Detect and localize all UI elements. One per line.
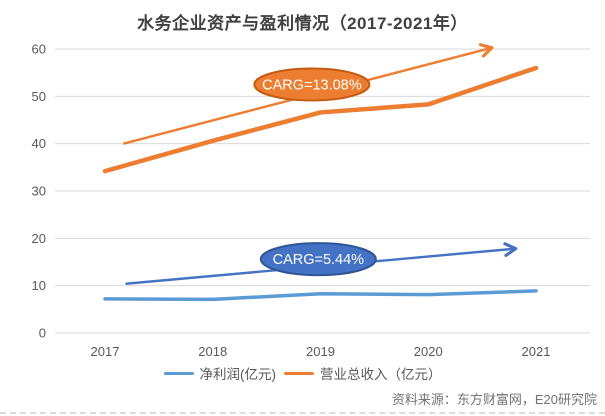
legend-label-revenue: 营业总收入（亿元） [320, 367, 442, 382]
legend-item-revenue: 营业总收入（亿元） [284, 363, 442, 383]
legend: 净利润(亿元) 营业总收入（亿元） [0, 363, 605, 383]
revenue-cagr-bubble [253, 67, 371, 102]
revenue-cagr-bubble-label: CARG=13.08% [262, 78, 362, 94]
y-tick-label-30: 30 [32, 184, 46, 199]
x-tick-label-2018: 2018 [198, 344, 227, 359]
revenue-line-swatch-icon [284, 371, 314, 375]
y-tick-label-10: 10 [32, 278, 46, 293]
source-note: 资料来源：东方财富网，E20研究院 [391, 392, 597, 407]
y-tick-label-60: 60 [32, 42, 46, 57]
chart-title: 水务企业资产与盈利情况（2017-2021年） [137, 14, 468, 33]
profit-cagr-bubble [259, 242, 377, 277]
x-tick-label-2021: 2021 [522, 344, 551, 359]
y-tick-label-20: 20 [32, 231, 46, 246]
x-tick-label-2019: 2019 [306, 344, 335, 359]
series-line-net-profit [103, 289, 538, 302]
x-tick-label-2017: 2017 [91, 344, 120, 359]
y-tick-label-0: 0 [39, 326, 46, 341]
net-profit-line-swatch-icon [163, 371, 194, 375]
y-tick-label-50: 50 [32, 89, 46, 104]
legend-label-net-profit: 净利润(亿元) [199, 367, 277, 382]
legend-item-net-profit: 净利润(亿元) [163, 363, 277, 383]
y-tick-label-40: 40 [32, 136, 46, 151]
series-line-revenue [102, 65, 539, 174]
profit-cagr-bubble-label: CARG=5.44% [273, 252, 365, 268]
x-tick-label-2020: 2020 [414, 344, 443, 359]
